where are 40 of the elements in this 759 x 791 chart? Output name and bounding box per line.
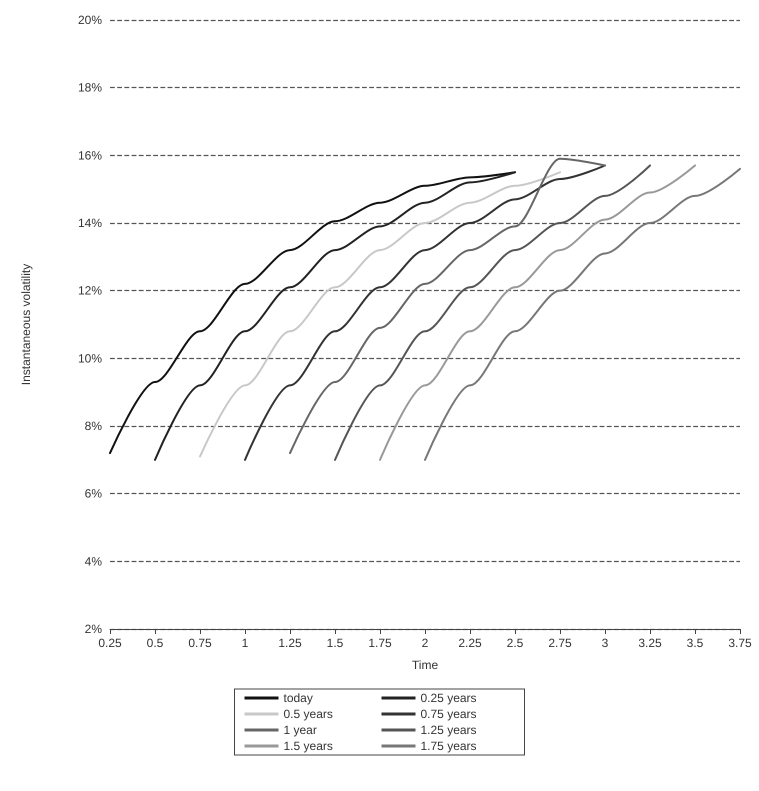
legend-label: today: [284, 691, 313, 705]
y-tick-label: 12%: [78, 284, 102, 298]
x-tick-label: 1.25: [278, 636, 302, 650]
line-series: [199, 171, 561, 458]
x-tick-label: 1: [242, 636, 249, 650]
y-tick-label: 6%: [84, 486, 102, 501]
legend-label: 1.25 years: [420, 723, 477, 737]
legend-label: 1.75 years: [420, 739, 477, 753]
legend-label: 0.25 years: [420, 691, 477, 705]
x-tick-label: 2.5: [506, 636, 524, 650]
line-series: [289, 158, 606, 454]
y-tick-label: 18%: [78, 80, 102, 95]
y-tick-label: 10%: [78, 351, 102, 366]
x-tick-label: 3.25: [638, 636, 662, 650]
x-tick-label: 0.75: [188, 636, 212, 650]
y-tick-label: 16%: [78, 148, 102, 162]
x-tick-label: 2.75: [548, 636, 572, 650]
y-tick-label: 4%: [84, 554, 102, 568]
legend-label: 1.5 years: [284, 739, 333, 753]
line-series: [379, 164, 696, 461]
x-tick-label: 0.5: [146, 636, 164, 650]
line-series: [244, 164, 606, 461]
x-tick-label: 3.75: [728, 636, 752, 650]
y-tick-label: 20%: [78, 13, 102, 27]
x-tick-label: 2: [422, 636, 429, 650]
x-tick-label: 0.25: [98, 636, 122, 650]
x-tick-label: 1.5: [326, 636, 344, 650]
legend-label: 0.5 years: [284, 707, 333, 721]
x-tick-label: 3.5: [686, 636, 704, 650]
y-tick-label: 2%: [84, 622, 102, 636]
legend-label: 1 year: [284, 723, 317, 737]
x-tick-label: 3: [602, 636, 609, 650]
y-axis-title: Instantaneous volatility: [19, 264, 33, 386]
y-tick-label: 8%: [84, 419, 102, 433]
x-tick-label: 1.75: [368, 636, 392, 650]
line-series: [424, 168, 741, 461]
legend-label: 0.75 years: [420, 707, 477, 721]
x-tick-label: 2.25: [458, 636, 482, 650]
y-tick-label: 14%: [78, 216, 102, 230]
x-axis-title: Time: [412, 658, 438, 672]
